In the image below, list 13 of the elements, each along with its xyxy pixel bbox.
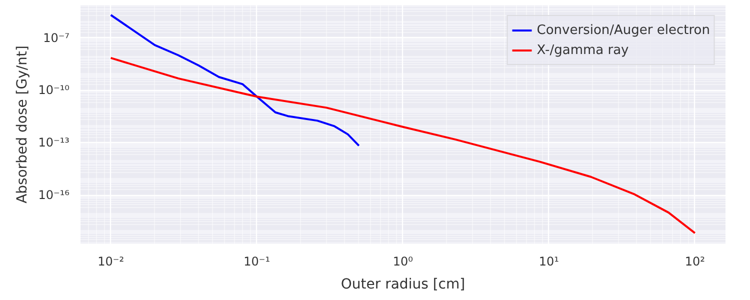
y-tick-label: 10⁻¹⁰ xyxy=(38,83,70,98)
x-axis-title: Outer radius [cm] xyxy=(340,276,466,292)
y-tick-label: 10⁻⁷ xyxy=(43,30,70,45)
x-tick-label: 10⁰ xyxy=(392,254,414,268)
legend-label: Conversion/Auger electron xyxy=(536,22,710,38)
x-tick-label: 10² xyxy=(684,254,706,268)
y-tick-label: 10⁻¹⁶ xyxy=(38,188,70,202)
y-tick-label: 10⁻¹³ xyxy=(38,136,70,150)
legend-label: X-/gamma ray xyxy=(536,42,629,58)
x-tick-label: 10⁻² xyxy=(98,254,124,268)
y-axis-title: Absorbed dose [Gy/nt] xyxy=(14,46,30,204)
x-tick-label: 10⁻¹ xyxy=(244,254,270,268)
x-tick-label: 10¹ xyxy=(538,254,560,268)
